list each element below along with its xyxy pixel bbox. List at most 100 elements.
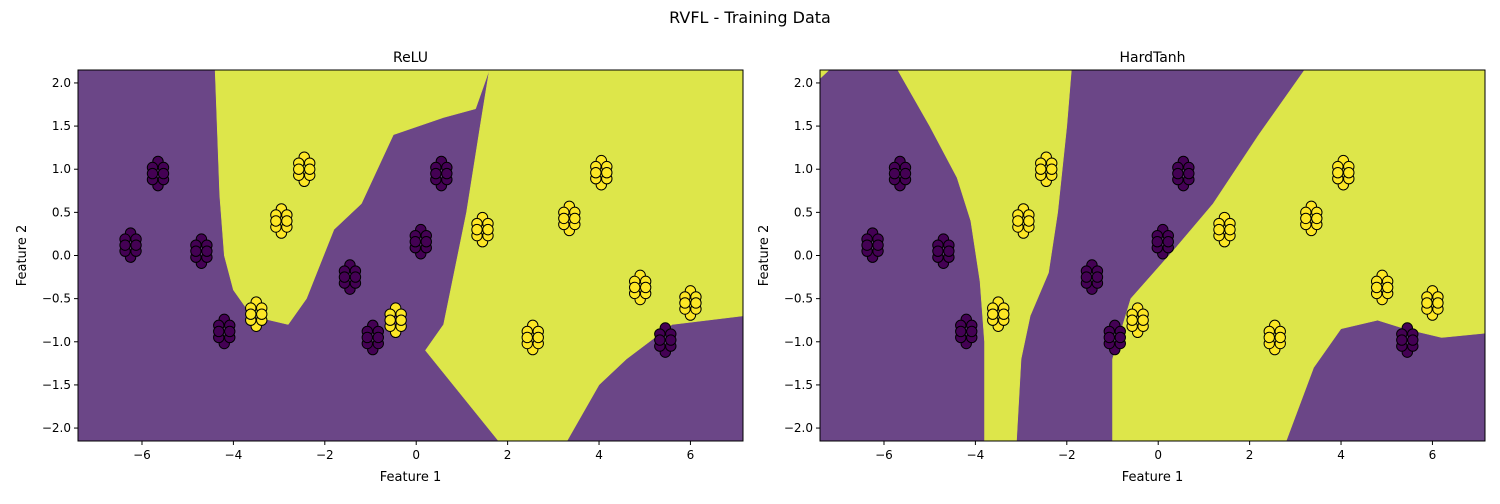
data-point: [888, 167, 901, 180]
x-tick-label: −6: [875, 448, 893, 462]
data-point: [1407, 334, 1419, 346]
data-point: [665, 334, 677, 346]
data-point: [1126, 314, 1138, 326]
data-point: [1224, 223, 1236, 236]
subplot-relu: −6 −4 −2 0 2 4 6 −2.0 −1.5 −1.0 −0.5 0.0 0.5 1.0 1.5 2.…: [15, 50, 744, 485]
y-tick-label: −0.5: [784, 292, 813, 306]
data-point: [119, 239, 131, 251]
data-point: [1151, 235, 1163, 248]
data-point: [1162, 235, 1174, 248]
data-point: [146, 167, 159, 180]
y-tick-label: 1.0: [794, 162, 813, 176]
data-point: [201, 245, 213, 257]
x-tick-label: −6: [133, 448, 151, 462]
data-point: [998, 308, 1010, 320]
data-point: [293, 163, 305, 175]
y-tick-label: 2.0: [52, 76, 71, 90]
class1-region-1: [214, 70, 490, 325]
decision-regions: [78, 70, 743, 441]
data-point: [1080, 271, 1093, 283]
data-point: [590, 166, 602, 179]
data-point: [1183, 167, 1195, 180]
data-point: [1035, 163, 1047, 175]
data-point: [409, 235, 421, 248]
data-point: [932, 245, 944, 257]
data-point: [1311, 212, 1323, 225]
data-point: [224, 325, 236, 338]
decision-regions: [820, 70, 1485, 441]
data-point: [955, 325, 967, 338]
x-axis-label: Feature 1: [380, 470, 442, 485]
data-point: [1213, 223, 1225, 236]
data-point: [338, 271, 351, 283]
figure-suptitle: RVFL - Training Data: [669, 8, 831, 27]
data-point: [395, 314, 407, 326]
data-point: [872, 239, 884, 251]
data-point: [1091, 271, 1104, 283]
data-point: [372, 331, 384, 344]
data-point: [1263, 331, 1275, 344]
x-tick-label: 6: [1429, 448, 1437, 462]
data-point: [245, 308, 257, 320]
data-point: [679, 297, 691, 309]
data-point: [190, 245, 202, 257]
data-point: [899, 167, 912, 180]
scatter-points: [119, 151, 702, 358]
data-point: [213, 325, 225, 338]
x-tick-label: −2: [316, 448, 334, 462]
data-point: [430, 167, 442, 180]
data-point: [1274, 331, 1286, 344]
y-tick-label: 0.0: [52, 249, 71, 263]
data-point: [1114, 331, 1126, 344]
y-tick-label: 0.5: [52, 205, 71, 219]
class1-region-1: [897, 70, 1072, 441]
y-tick-label: −1.0: [784, 335, 813, 349]
data-point: [130, 239, 142, 251]
data-point: [654, 334, 666, 346]
y-tick-label: −1.5: [42, 378, 71, 392]
x-tick-label: 4: [595, 448, 603, 462]
data-point: [1332, 166, 1344, 179]
subplot-title: HardTanh: [1119, 50, 1185, 66]
data-point: [532, 331, 544, 344]
y-tick-label: 0.0: [794, 249, 813, 263]
data-point: [1023, 215, 1035, 227]
data-point: [349, 271, 362, 283]
data-point: [361, 331, 374, 344]
y-tick-label: −1.5: [784, 378, 813, 392]
y-tick-label: 1.0: [52, 162, 71, 176]
data-point: [157, 167, 170, 180]
data-point: [420, 235, 432, 248]
y-tick-label: −2.0: [42, 421, 71, 435]
data-point: [482, 223, 494, 236]
x-axis-label: Feature 1: [1122, 470, 1184, 485]
y-tick-label: −1.0: [42, 335, 71, 349]
data-point: [943, 245, 955, 257]
data-point: [471, 223, 483, 236]
y-tick-label: 1.5: [52, 119, 71, 133]
x-tick-label: −2: [1058, 448, 1076, 462]
data-point: [1381, 281, 1394, 294]
class1-region-3: [820, 70, 830, 79]
y-axis-label: Feature 2: [757, 225, 772, 287]
x-tick-label: 6: [687, 448, 695, 462]
x-tick-label: −4: [967, 448, 985, 462]
data-point: [628, 281, 641, 294]
y-tick-label: 1.5: [794, 119, 813, 133]
class1-region-2: [425, 70, 743, 441]
data-point: [281, 215, 293, 227]
y-axis-label: Feature 2: [15, 225, 30, 287]
y-tick-label: −0.5: [42, 292, 71, 306]
x-tick-label: 4: [1337, 448, 1345, 462]
x-tick-label: 0: [412, 448, 420, 462]
data-point: [1103, 331, 1116, 344]
class1-region-2: [1112, 70, 1485, 441]
data-point: [384, 314, 396, 326]
data-point: [1343, 166, 1355, 179]
data-point: [441, 167, 453, 180]
data-point: [1370, 281, 1383, 294]
data-point: [1012, 215, 1024, 227]
data-point: [270, 215, 282, 227]
